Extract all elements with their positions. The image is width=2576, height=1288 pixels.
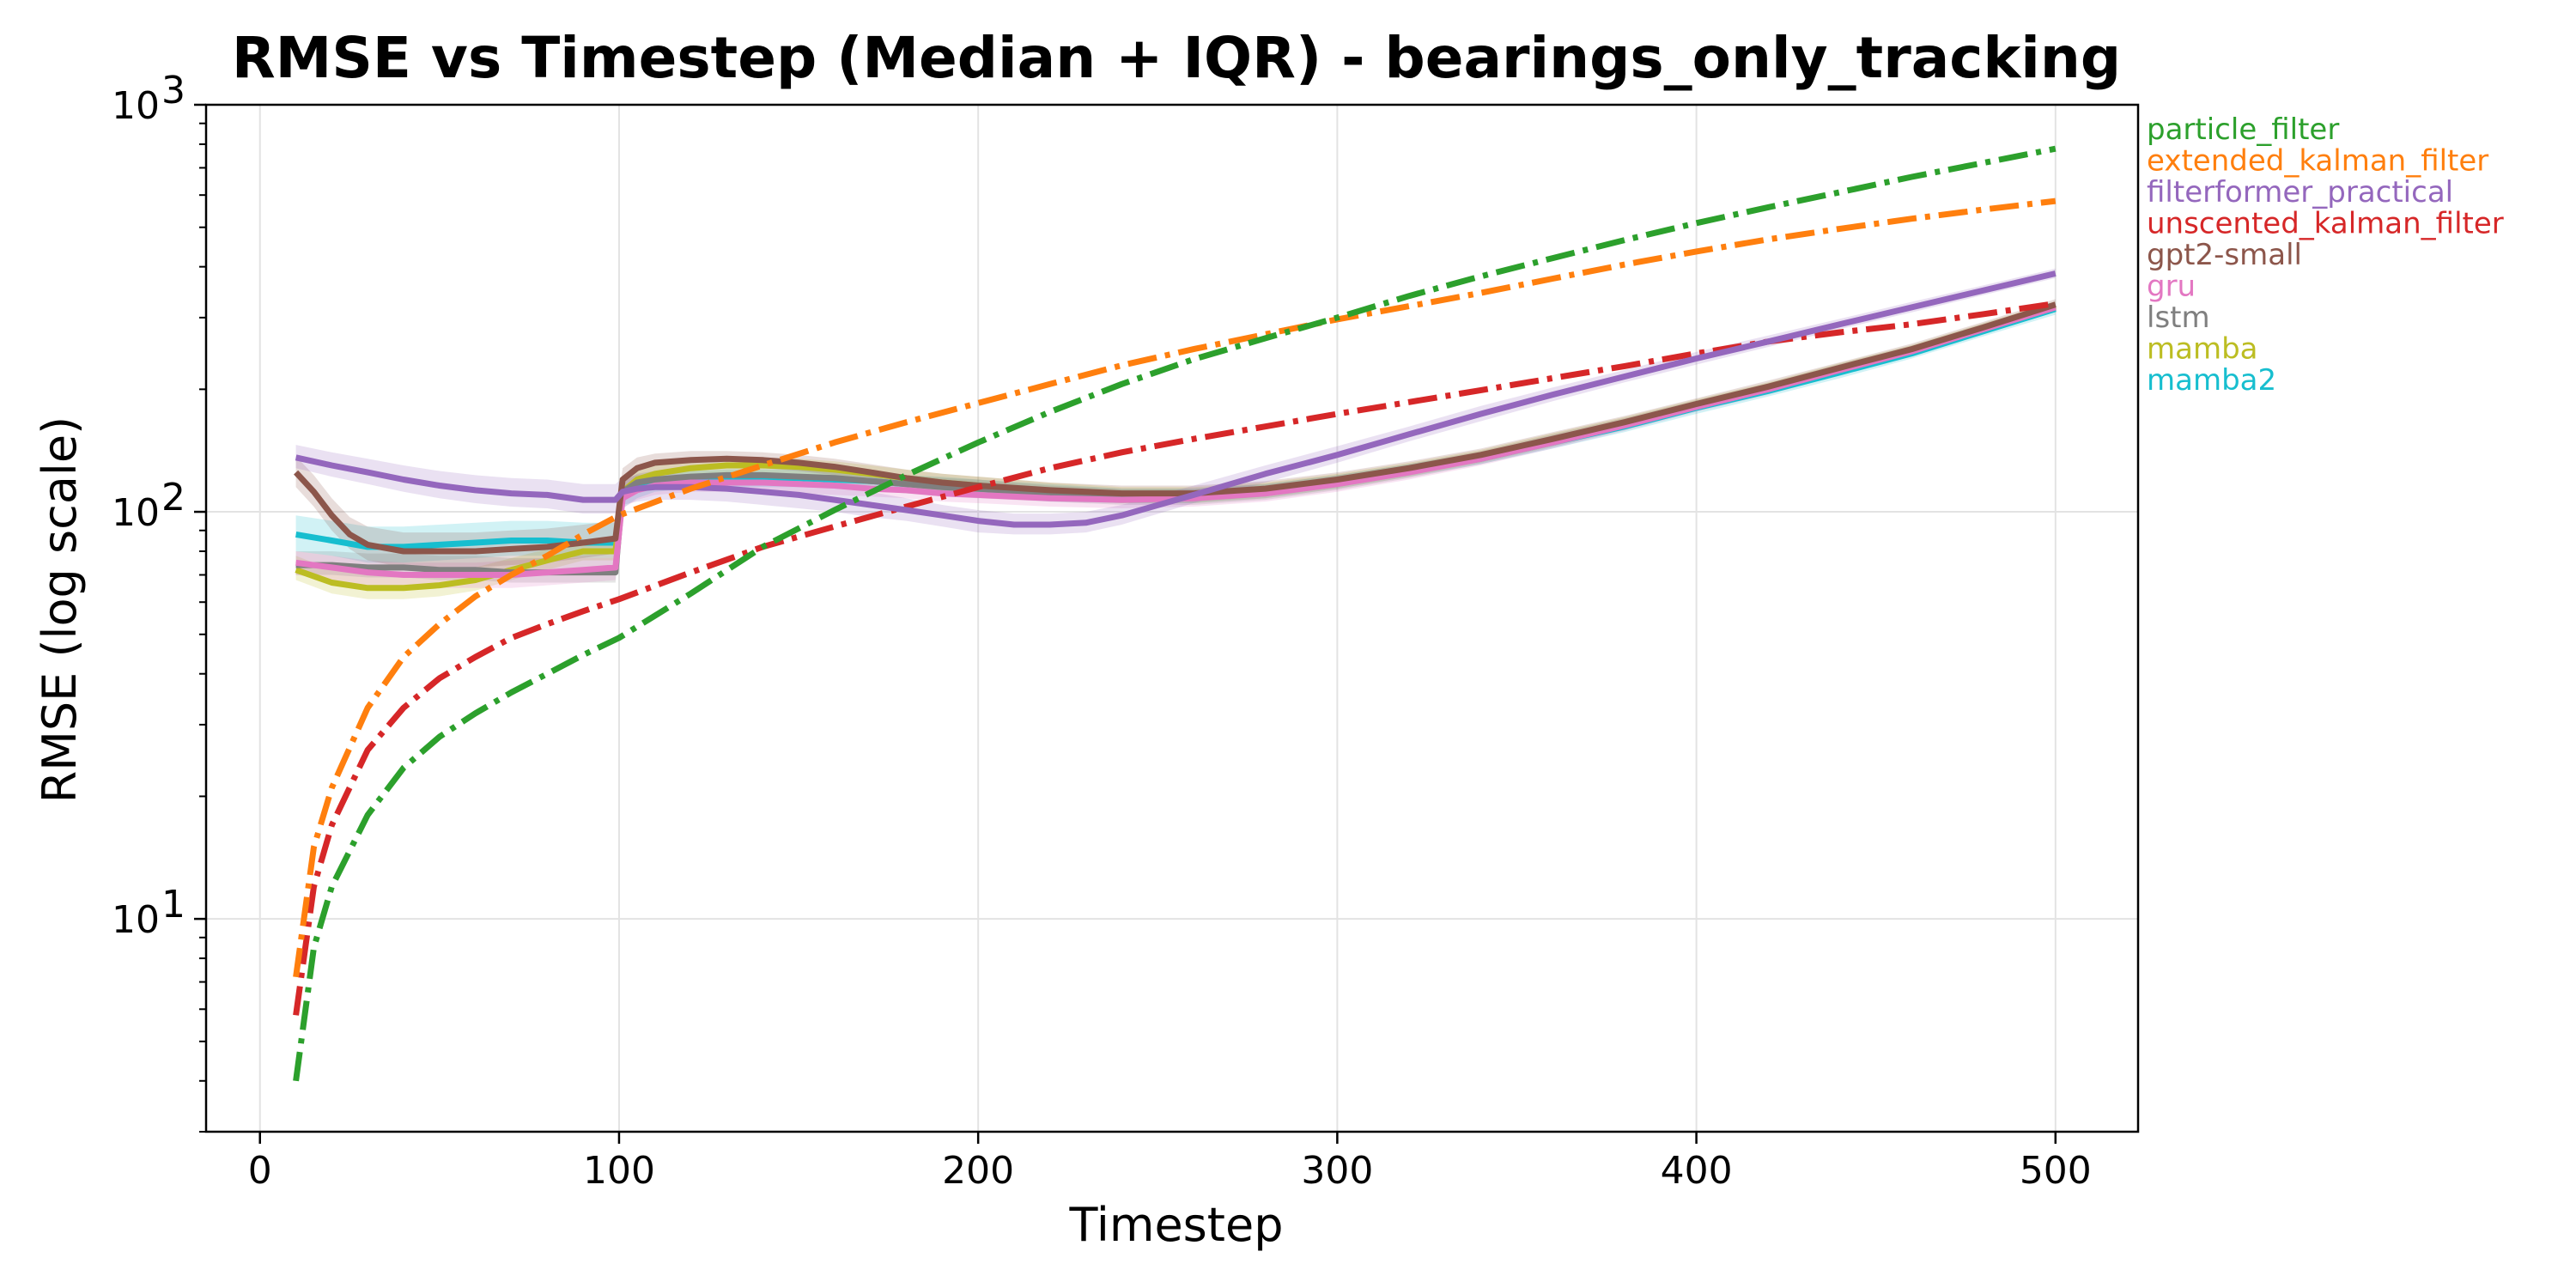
- legend-entry: filterformer_practical: [2147, 175, 2453, 210]
- series-line-unscented_kalman_filter: [293, 300, 2057, 1016]
- series-band-mamba2: [295, 302, 2056, 563]
- legend-entry: unscented_kalman_filter: [2147, 207, 2504, 241]
- x-tick-label: 0: [248, 1149, 272, 1193]
- series-line-particle_filter: [293, 145, 2057, 1082]
- series-line-gpt2-small: [294, 301, 2057, 555]
- legend-entry: gru: [2147, 270, 2196, 304]
- x-tick-label: 500: [2020, 1149, 2092, 1193]
- chart-title: RMSE vs Timestep (Median + IQR) - bearin…: [232, 25, 2121, 91]
- x-tick-label: 300: [1301, 1149, 1373, 1193]
- y-tick-label: 10: [112, 491, 160, 535]
- legend: particle_filterextended_kalman_filterfil…: [2147, 112, 2504, 398]
- y-tick-label: 10: [112, 898, 160, 942]
- y-axis-label: RMSE (log scale): [33, 416, 87, 803]
- y-tick-label: 10: [112, 84, 160, 128]
- y-tick-exponent: 2: [161, 476, 185, 519]
- series-line-extended_kalman_filter: [293, 197, 2057, 978]
- legend-entry: gpt2-small: [2147, 238, 2302, 272]
- x-tick-label: 200: [942, 1149, 1014, 1193]
- series-group: [293, 145, 2057, 1082]
- axes-frame: [204, 103, 2140, 1133]
- x-tick-label: 400: [1661, 1149, 1733, 1193]
- y-tick-exponent: 1: [161, 883, 185, 927]
- legend-entry: particle_filter: [2147, 112, 2339, 147]
- x-tick-label: 100: [583, 1149, 655, 1193]
- legend-entry: extended_kalman_filter: [2147, 144, 2488, 179]
- legend-entry: mamba2: [2147, 363, 2276, 398]
- y-tick-exponent: 3: [161, 69, 185, 112]
- legend-entry: mamba: [2147, 332, 2258, 367]
- x-axis-label: Timestep: [1069, 1198, 1284, 1252]
- legend-entry: lstm: [2147, 301, 2210, 335]
- series-line-filterformer_practical: [295, 270, 2057, 528]
